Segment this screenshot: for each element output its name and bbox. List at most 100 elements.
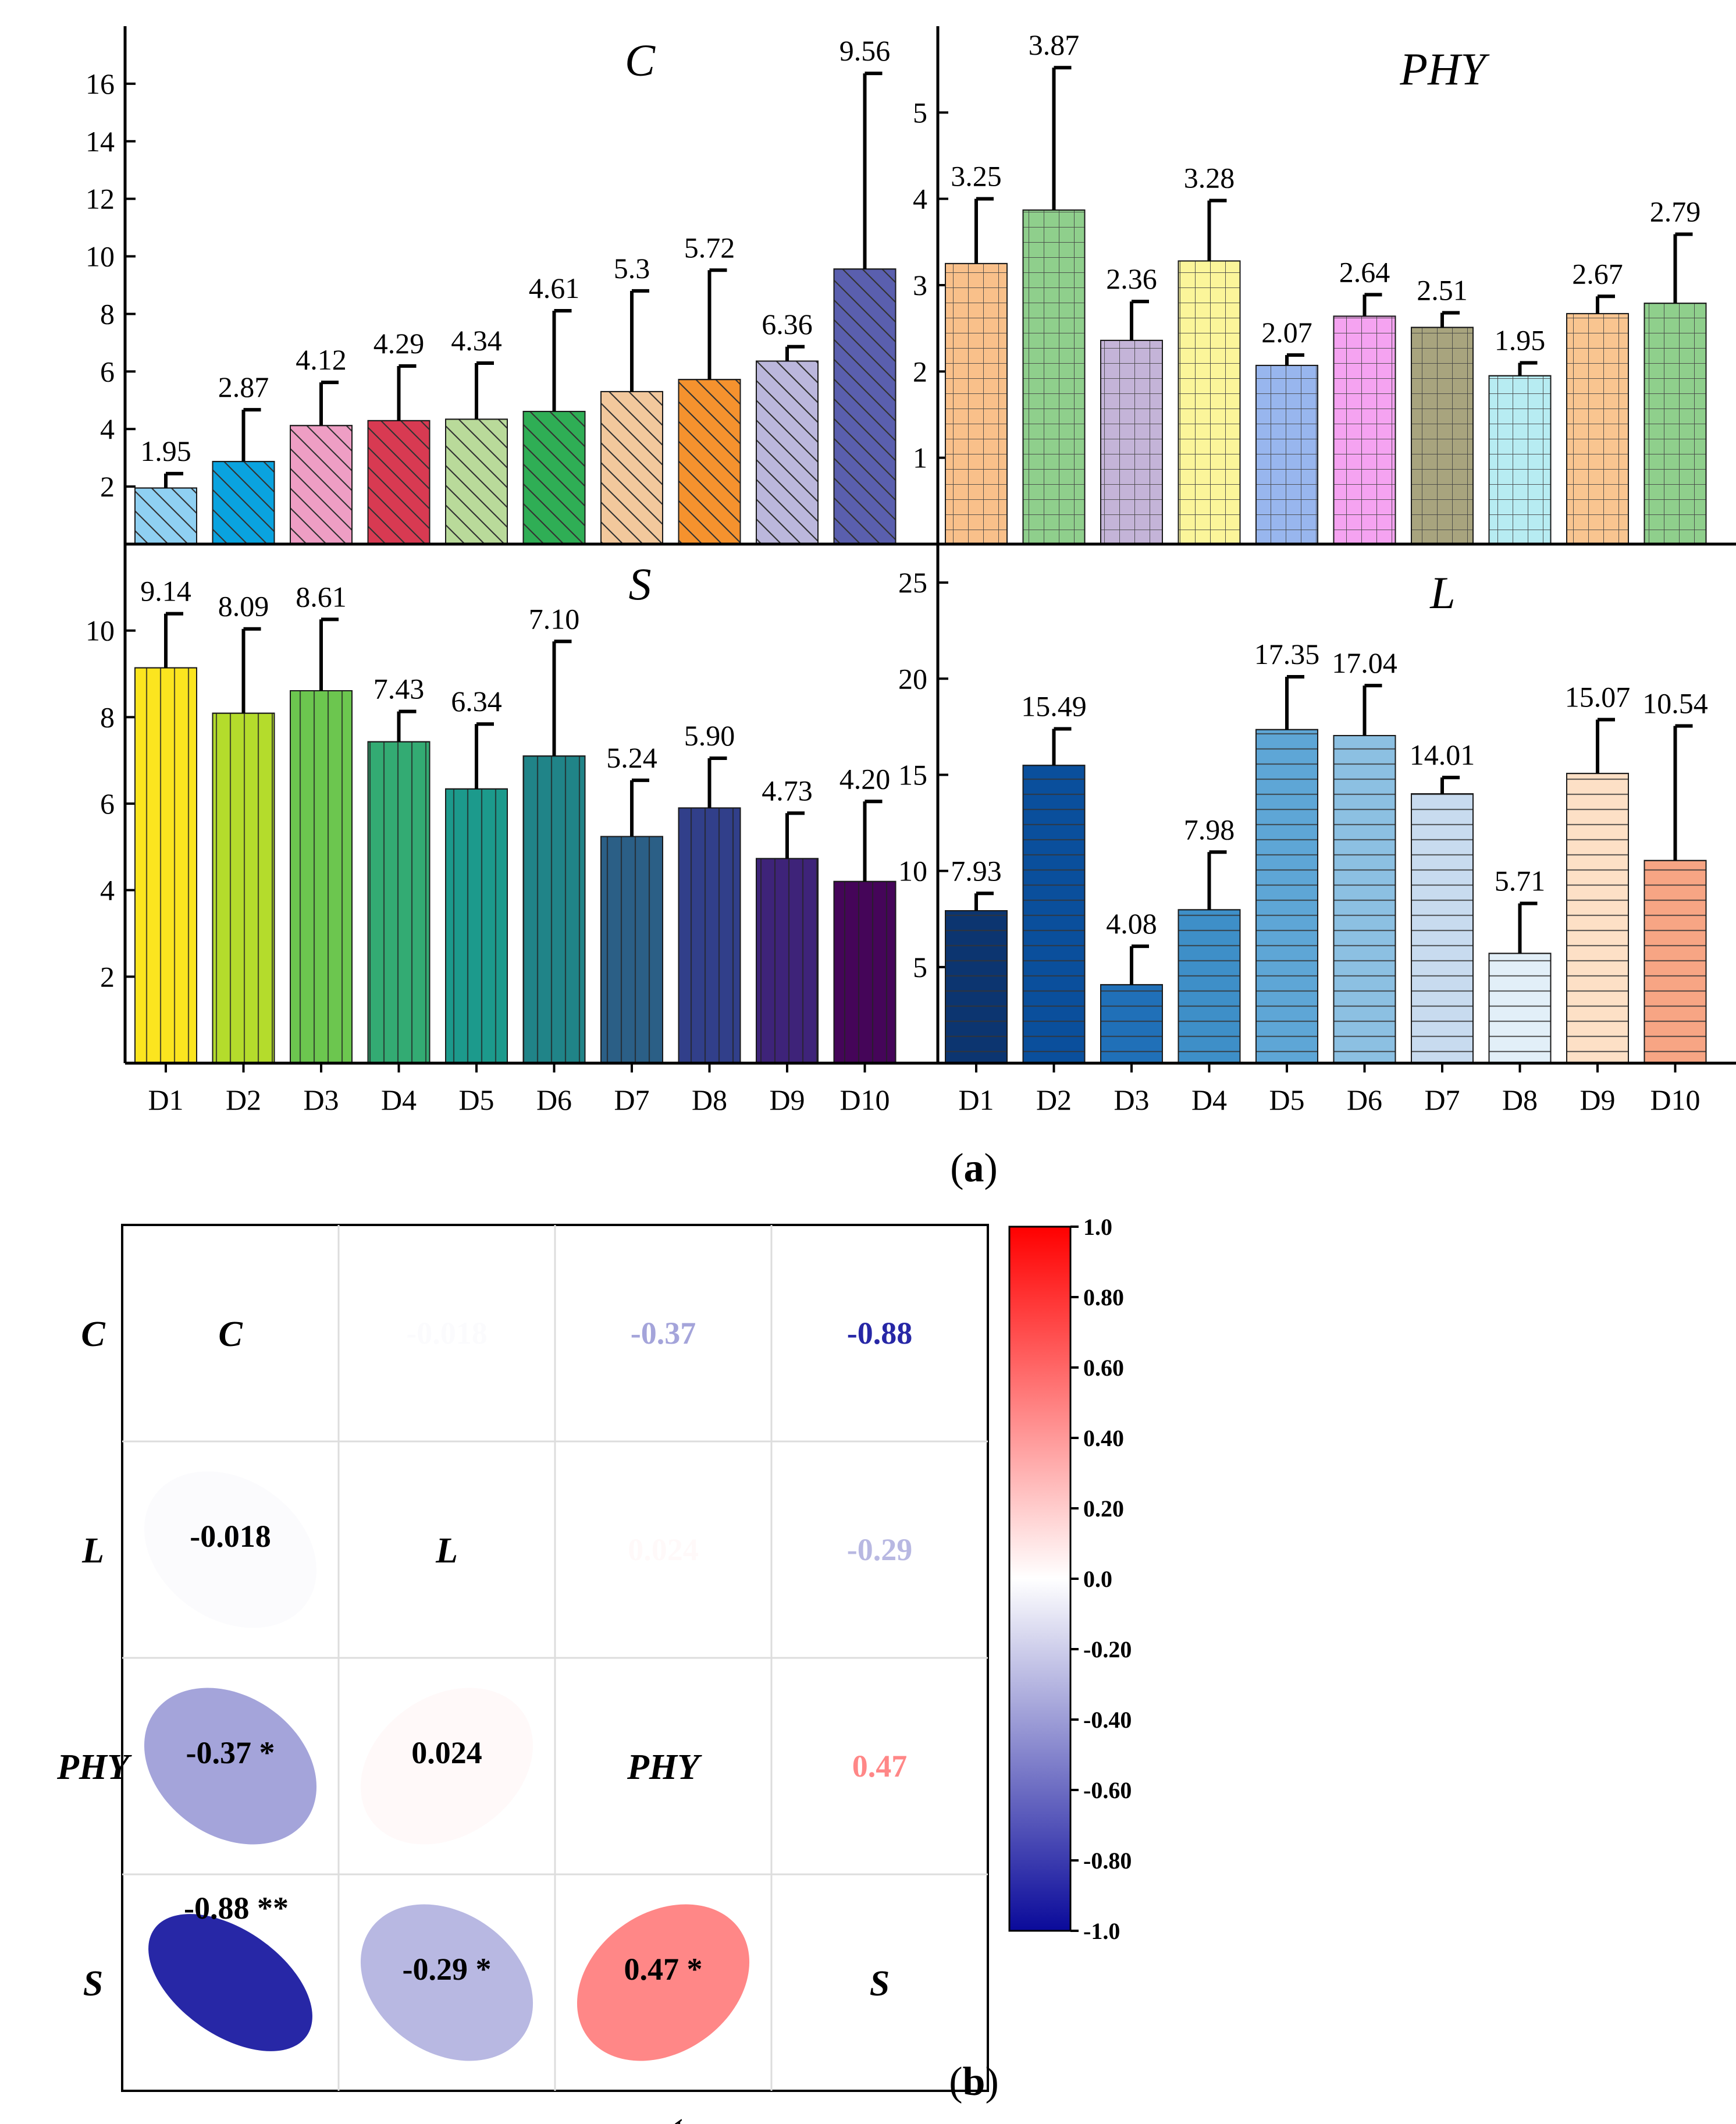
y-tick-label: 5 [913, 951, 927, 983]
bar-pattern [1022, 765, 1086, 1064]
correlation-ellipse [144, 1471, 317, 1628]
value-label: 2.67 [1572, 257, 1623, 290]
bar-pattern [1488, 375, 1552, 545]
upper-value: -0.88 [847, 1316, 912, 1351]
caption-b: (b) [949, 2059, 999, 2104]
bar-pattern [1566, 773, 1629, 1064]
row-label: S [83, 1964, 103, 2004]
bar-pattern [290, 425, 353, 545]
x-tick-label: D8 [692, 1084, 727, 1116]
chart-phy: PHY 1 2 3 4 5 3.25 3.87 2.36 3.28 2.07 2.64 2.51 1.95… [913, 29, 1707, 545]
y-tick-label: 10 [86, 615, 115, 647]
colorbar-tick-label: 0.20 [1083, 1496, 1124, 1522]
x-tick-label: D1 [958, 1084, 994, 1116]
colorbar-tick-label: 0.60 [1083, 1355, 1124, 1381]
bar-pattern [445, 418, 508, 545]
correlation-ellipse [360, 1904, 533, 2061]
upper-value: 0.024 [628, 1532, 699, 1567]
panel-a-frame [123, 26, 1736, 1065]
colorbar-tick-label: 0.40 [1083, 1425, 1124, 1451]
bar-pattern [756, 360, 819, 545]
bar-pattern [1178, 909, 1241, 1064]
value-label: 17.35 [1254, 638, 1320, 670]
y-tick-label: 12 [86, 183, 115, 215]
bar-pattern [945, 910, 1008, 1064]
x-tick-label: D10 [1650, 1084, 1700, 1116]
correlation-ellipse [148, 1914, 312, 2051]
y-tick-label: 4 [913, 183, 927, 215]
chart-title: L [1429, 567, 1455, 618]
column-label: PHY [615, 2112, 700, 2124]
bar-pattern [1178, 260, 1241, 545]
bar-pattern [290, 690, 353, 1064]
bar-pattern [1255, 729, 1318, 1064]
upper-value: 0.47 [852, 1749, 908, 1784]
diagonal-label: L [435, 1531, 458, 1571]
value-label: 7.93 [951, 854, 1002, 887]
bar-pattern [1643, 859, 1707, 1064]
value-label: 4.61 [529, 272, 580, 304]
y-tick-label: 14 [86, 125, 115, 158]
diagonal-label: PHY [627, 1747, 702, 1787]
y-tick-label: 25 [898, 566, 927, 599]
lower-value: -0.88 ** [184, 1891, 289, 1926]
x-tick-label: D5 [458, 1084, 494, 1116]
value-label: 5.24 [606, 741, 657, 774]
diagonal-label: C [218, 1315, 243, 1354]
x-tick-label: D7 [1424, 1084, 1460, 1116]
value-label: 2.79 [1650, 195, 1701, 228]
value-label: 8.61 [296, 580, 347, 613]
colorbar-gradient [1008, 1226, 1072, 1932]
value-label: 4.34 [451, 324, 502, 357]
y-tick-label: 3 [913, 269, 927, 301]
x-tick-label: D7 [614, 1084, 649, 1116]
value-label: 15.49 [1021, 690, 1087, 722]
row-label: PHY [56, 1747, 132, 1787]
bar-pattern [1333, 315, 1396, 545]
chart-title: PHY [1399, 44, 1490, 94]
value-label: 2.07 [1261, 316, 1312, 349]
value-label: 1.95 [140, 435, 191, 467]
value-label: 8.09 [218, 590, 269, 623]
chart-c: C 2 4 6 8 10 12 14 16 1.95 2.87 4.12 4.29 4.34 4.61 5.3… [86, 34, 897, 545]
colorbar-tick-label: -0.60 [1083, 1777, 1132, 1803]
bar-pattern [134, 667, 197, 1064]
colorbar-tick-label: -0.40 [1083, 1707, 1132, 1733]
y-tick-label: 10 [898, 855, 927, 887]
y-tick-label: 1 [913, 442, 927, 474]
chart-title: C [625, 35, 656, 86]
value-label: 5.90 [684, 719, 735, 752]
bar-pattern [212, 461, 275, 545]
x-tick-label: D5 [1269, 1084, 1304, 1116]
bar-pattern [1333, 735, 1396, 1064]
value-label: 17.04 [1332, 647, 1397, 679]
value-label: 4.73 [762, 774, 813, 807]
row-label: L [81, 1531, 104, 1571]
value-label: 7.10 [529, 602, 580, 635]
bar-pattern [1100, 339, 1163, 545]
y-tick-label: 15 [898, 758, 927, 791]
y-tick-label: 16 [86, 68, 115, 100]
bar-pattern [522, 755, 586, 1064]
lower-value: 0.024 [411, 1735, 482, 1770]
bar-pattern [367, 741, 431, 1064]
value-label: 2.51 [1417, 274, 1468, 306]
colorbar-tick-label: -0.80 [1083, 1848, 1132, 1874]
lower-value: -0.018 [190, 1519, 271, 1554]
colorbar-tick-label: -0.20 [1083, 1636, 1132, 1663]
x-tick-label: D4 [1191, 1084, 1227, 1116]
value-label: 5.72 [684, 231, 735, 264]
value-label: 15.07 [1565, 681, 1631, 713]
bar-pattern [833, 880, 897, 1064]
bar-pattern [367, 420, 431, 545]
value-label: 10.54 [1642, 687, 1708, 720]
value-label: 2.36 [1106, 262, 1157, 295]
bar-pattern [1022, 209, 1086, 545]
bar-pattern [945, 262, 1008, 545]
bar-pattern [1255, 364, 1318, 545]
bar-pattern [445, 788, 508, 1064]
y-tick-label: 2 [100, 470, 115, 503]
value-label: 5.3 [614, 252, 650, 285]
lower-value: -0.37 * [186, 1735, 275, 1770]
y-tick-label: 6 [100, 355, 115, 388]
